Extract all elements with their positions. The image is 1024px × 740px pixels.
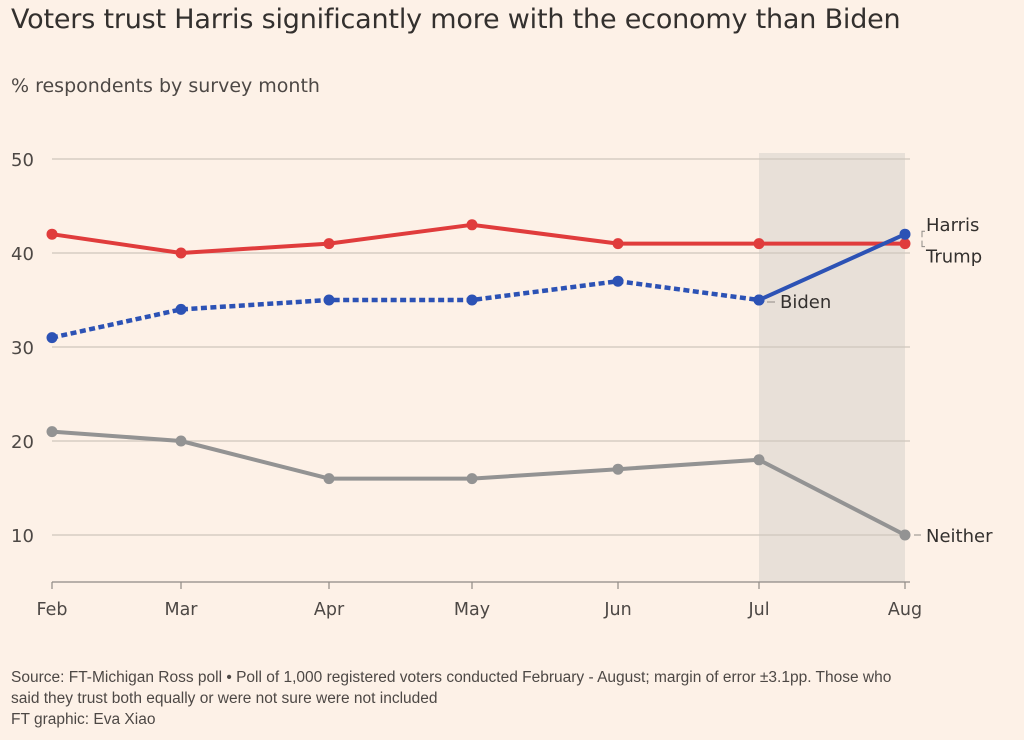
series-line-biden <box>51 278 760 340</box>
x-tick-label: Feb <box>37 600 68 620</box>
data-point-biden <box>466 294 478 306</box>
trump-label-leader <box>921 240 925 248</box>
series-label-trump: Trump <box>925 247 982 268</box>
data-point-harris <box>899 228 911 240</box>
data-point-neither <box>46 426 58 438</box>
data-point-biden <box>612 275 624 287</box>
harris-label-leader <box>921 230 925 238</box>
data-point-neither <box>753 454 765 466</box>
series-labels: Harris Trump Biden Neither <box>767 215 993 547</box>
x-tick-label: Jun <box>603 600 631 620</box>
data-point-biden <box>323 294 335 306</box>
data-point-neither <box>899 529 911 541</box>
x-axis: Feb Mar Apr May Jun Jul Aug <box>37 581 922 620</box>
series-label-harris: Harris <box>926 215 979 236</box>
data-point-neither <box>612 463 624 475</box>
data-point-neither <box>175 435 187 447</box>
source-note-continued: said they trust both equally or were not… <box>11 690 438 707</box>
chart-subtitle: % respondents by survey month <box>11 75 320 97</box>
data-point-trump <box>899 238 911 250</box>
y-tick-label: 50 <box>11 150 34 171</box>
x-tick-label: Aug <box>888 600 922 620</box>
data-point-trump <box>612 238 624 250</box>
data-point-neither <box>466 473 478 485</box>
data-point-trump <box>753 238 765 250</box>
y-tick-label: 40 <box>11 244 34 265</box>
data-point-neither <box>323 473 335 485</box>
x-tick-label: Apr <box>314 600 345 620</box>
series-lines <box>46 219 911 541</box>
data-point-trump <box>46 228 58 240</box>
y-tick-label: 30 <box>11 338 34 359</box>
data-point-biden <box>46 332 58 344</box>
data-point-harris <box>753 294 765 306</box>
series-line-harris <box>758 232 906 302</box>
series-label-biden: Biden <box>780 292 831 313</box>
x-tick-label: May <box>454 600 490 620</box>
chart-title: Voters trust Harris significantly more w… <box>11 4 901 35</box>
highlight-band-layer <box>759 153 905 582</box>
y-tick-label: 10 <box>11 526 34 547</box>
x-tick-label: Jul <box>747 600 769 620</box>
series-label-neither: Neither <box>926 526 993 547</box>
graphic-credit: FT graphic: Eva Xiao <box>11 711 156 728</box>
data-point-biden <box>175 303 187 315</box>
source-note: Source: FT-Michigan Ross poll • Poll of … <box>11 669 892 686</box>
y-tick-label: 20 <box>11 432 34 453</box>
chart-footer: Source: FT-Michigan Ross poll • Poll of … <box>11 667 1011 730</box>
data-point-trump <box>466 219 478 231</box>
data-point-trump <box>175 247 187 259</box>
data-point-trump <box>323 238 335 250</box>
x-tick-label: Mar <box>164 600 198 620</box>
highlight-band <box>759 153 905 582</box>
